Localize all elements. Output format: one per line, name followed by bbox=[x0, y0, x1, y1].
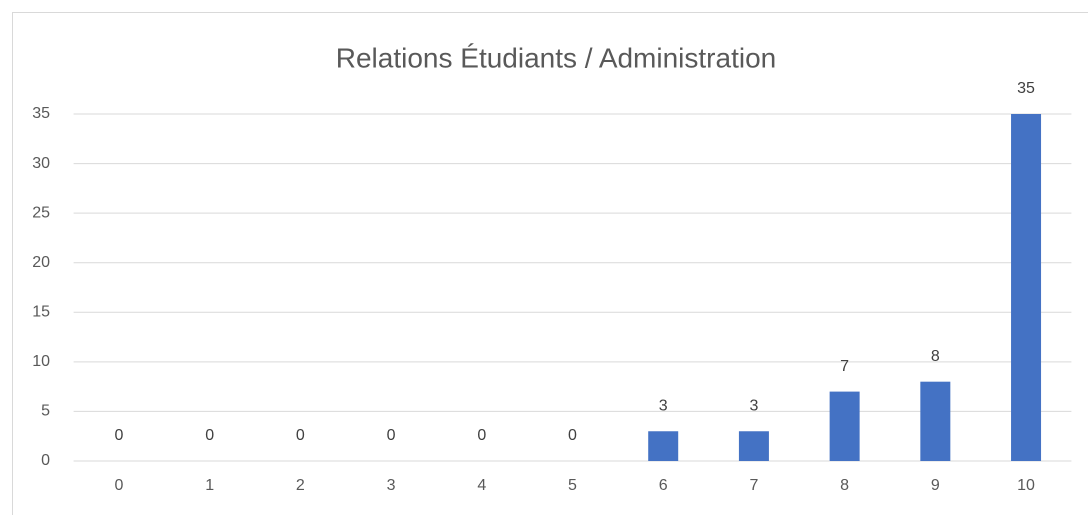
y-tick-label: 10 bbox=[32, 353, 50, 370]
y-tick-label: 0 bbox=[41, 452, 50, 469]
x-tick-label: 7 bbox=[749, 477, 758, 494]
data-label: 35 bbox=[1017, 80, 1035, 97]
x-tick-label: 10 bbox=[1017, 477, 1035, 494]
data-label: 0 bbox=[477, 427, 486, 444]
x-tick-label: 2 bbox=[296, 477, 305, 494]
bar bbox=[1011, 114, 1042, 461]
y-tick-label: 5 bbox=[41, 403, 50, 420]
data-label: 0 bbox=[568, 427, 577, 444]
data-label: 0 bbox=[115, 427, 124, 444]
x-tick-label: 6 bbox=[659, 477, 668, 494]
y-tick-label: 30 bbox=[32, 155, 50, 172]
x-tick-label: 1 bbox=[205, 477, 214, 494]
chart-border bbox=[12, 12, 1088, 515]
x-tick-label: 4 bbox=[477, 477, 486, 494]
data-label: 3 bbox=[659, 397, 668, 414]
y-tick-label: 20 bbox=[32, 254, 50, 271]
x-tick-label: 0 bbox=[115, 477, 124, 494]
y-tick-label: 35 bbox=[32, 105, 50, 122]
y-tick-label: 25 bbox=[32, 204, 50, 221]
data-label: 0 bbox=[296, 427, 305, 444]
bar bbox=[829, 391, 860, 461]
chart-title: Relations Étudiants / Administration bbox=[336, 42, 776, 73]
bar bbox=[920, 381, 951, 461]
data-label: 0 bbox=[205, 427, 214, 444]
y-tick-label: 15 bbox=[32, 304, 50, 321]
data-label: 3 bbox=[749, 397, 758, 414]
x-tick-label: 3 bbox=[387, 477, 396, 494]
data-label: 7 bbox=[840, 358, 849, 375]
x-tick-label: 9 bbox=[931, 477, 940, 494]
x-tick-label: 8 bbox=[840, 477, 849, 494]
x-tick-label: 5 bbox=[568, 477, 577, 494]
bar bbox=[738, 431, 769, 461]
bar bbox=[648, 431, 679, 461]
data-label: 0 bbox=[387, 427, 396, 444]
data-label: 8 bbox=[931, 348, 940, 365]
